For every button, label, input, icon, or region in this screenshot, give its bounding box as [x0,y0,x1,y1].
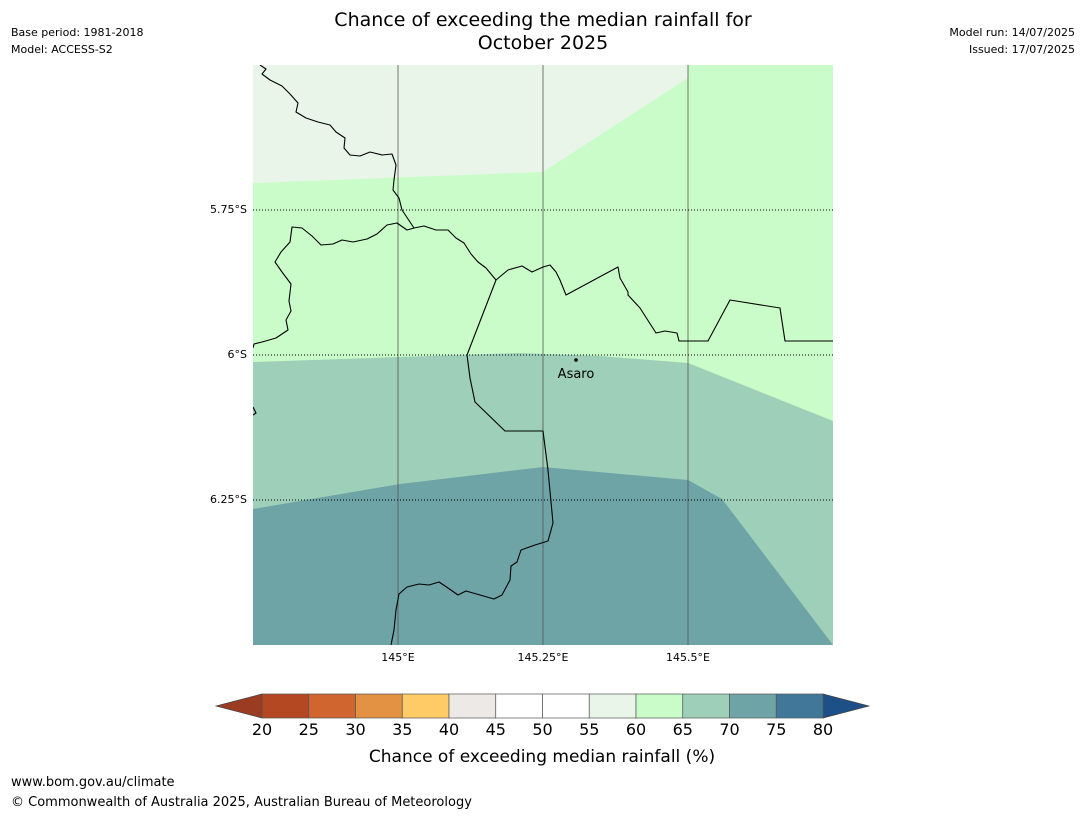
colorbar-tick-25: 25 [299,720,319,739]
model-text: Model: ACCESS-S2 [11,42,113,56]
asaro-label: Asaro [558,367,595,382]
footer-url: www.bom.gov.au/climate [11,775,175,790]
colorbar-tick-60: 60 [626,720,646,739]
colorbar-tick-30: 30 [345,720,365,739]
colorbar-tick-45: 45 [486,720,506,739]
lat-label-6-25s: 6.25°S [210,493,247,506]
issued-text: Issued: 17/07/2025 [968,42,1075,56]
lon-label-145-5e: 145.5°E [666,651,710,664]
map-area: Asaro [253,65,833,645]
boundary-west-edge [253,406,257,416]
lat-label-5-75s: 5.75°S [210,203,247,216]
map-title-line-1: Chance of exceeding the median rainfall … [334,9,752,31]
colorbar-bin-75-80 [775,693,824,719]
colorbar-bin-55-60 [588,693,637,719]
lat-label-6s: 6°S [228,348,247,361]
colorbar-tick-55: 55 [579,720,599,739]
colorbar-bin-25-30 [308,693,356,719]
colorbar-tick-65: 65 [673,720,693,739]
colorbar-tick-70: 70 [719,720,739,739]
colorbar-bin-40-45 [448,693,497,719]
parallels [253,209,833,501]
boundary-south [390,279,554,645]
lon-label-145-25e: 145.25°E [518,651,569,664]
footer-copyright: © Commonwealth of Australia 2025, Austra… [11,795,472,810]
colorbar-tick-40: 40 [439,720,459,739]
asaro-marker [574,358,578,362]
colorbar-bin-35-40 [401,693,450,719]
province-boundaries [253,65,833,645]
model-run-text: Model run: 14/07/2025 [949,26,1075,39]
colorbar-bin-45-50 [495,693,543,719]
colorbar-title: Chance of exceeding median rainfall (%) [369,747,715,767]
colorbar-tick-50: 50 [532,720,552,739]
colorbar-bin-70-75 [729,693,777,719]
lon-label-145e: 145°E [381,651,414,664]
colorbar-tick-35: 35 [392,720,412,739]
colorbar-bins [261,693,824,719]
colorbar-bin-50-55 [542,693,590,719]
boundary-central [413,225,833,342]
metadata-left: Base period: 1981-2018 Model: ACCESS-S2 [11,25,143,58]
base-period-text: Base period: 1981-2018 [11,26,144,39]
colorbar-tick-80: 80 [813,720,833,739]
colorbar-low-extension [214,693,263,719]
colorbar-high-extension [822,693,871,719]
metadata-right: Model run: 14/07/2025 Issued: 17/07/2025 [949,25,1075,58]
colorbar: 20 25 30 35 40 45 50 55 60 65 70 75 80 Chance of exc… [214,693,871,767]
colorbar-tick-20: 20 [252,720,272,739]
colorbar-tick-75: 75 [766,720,786,739]
colorbar-bin-65-70 [682,693,730,719]
colorbar-tick-labels: 20 25 30 35 40 45 50 55 60 65 70 75 80 [252,720,833,739]
colorbar-bin-20-25 [261,693,310,719]
colorbar-bin-30-35 [355,693,403,719]
colorbar-bin-60-65 [635,693,684,719]
map-title-line-2: October 2025 [477,32,609,54]
